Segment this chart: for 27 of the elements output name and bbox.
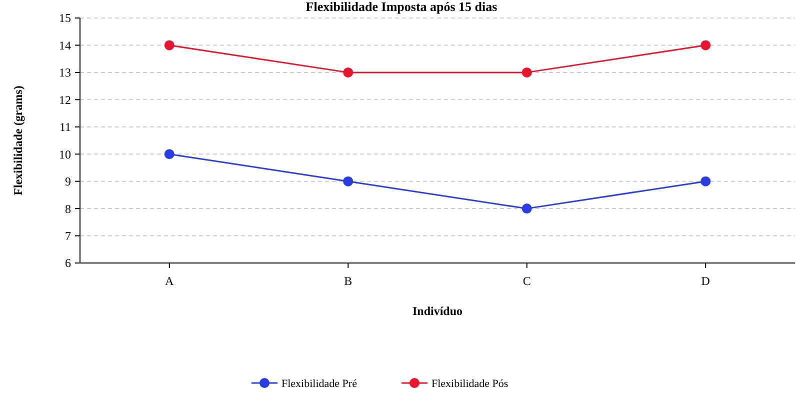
- legend-label: Flexibilidade Pré: [282, 378, 358, 390]
- y-tick-label: 10: [59, 147, 71, 162]
- x-tick-label: B: [344, 274, 352, 288]
- point: [343, 176, 354, 186]
- y-tick-label: 11: [59, 120, 71, 134]
- y-tick-label: 9: [65, 174, 71, 189]
- point: [522, 67, 532, 78]
- point: [343, 67, 354, 78]
- y-tick-label: 6: [65, 256, 71, 270]
- y-tick-label: 13: [59, 66, 71, 80]
- chart-title: Flexibilidade Imposta após 15 dias: [306, 0, 498, 14]
- point: [700, 40, 711, 50]
- point: [522, 204, 532, 214]
- point: [164, 149, 174, 160]
- y-tick-label: 15: [59, 11, 71, 26]
- x-tick-label: C: [522, 274, 531, 288]
- legend-label: Flexibilidade Pós: [432, 378, 508, 390]
- x-axis-title: Indivíduo: [412, 304, 463, 318]
- y-tick-label: 14: [59, 38, 71, 52]
- point: [164, 40, 174, 50]
- point: [700, 176, 711, 186]
- y-axis-title: Flexibilidade (grams): [11, 86, 25, 196]
- x-tick-label: A: [165, 274, 174, 288]
- y-tick-label: 12: [59, 92, 71, 107]
- y-tick-label: 8: [65, 202, 71, 216]
- y-tick-label: 7: [65, 228, 71, 243]
- x-tick-label: D: [701, 274, 710, 288]
